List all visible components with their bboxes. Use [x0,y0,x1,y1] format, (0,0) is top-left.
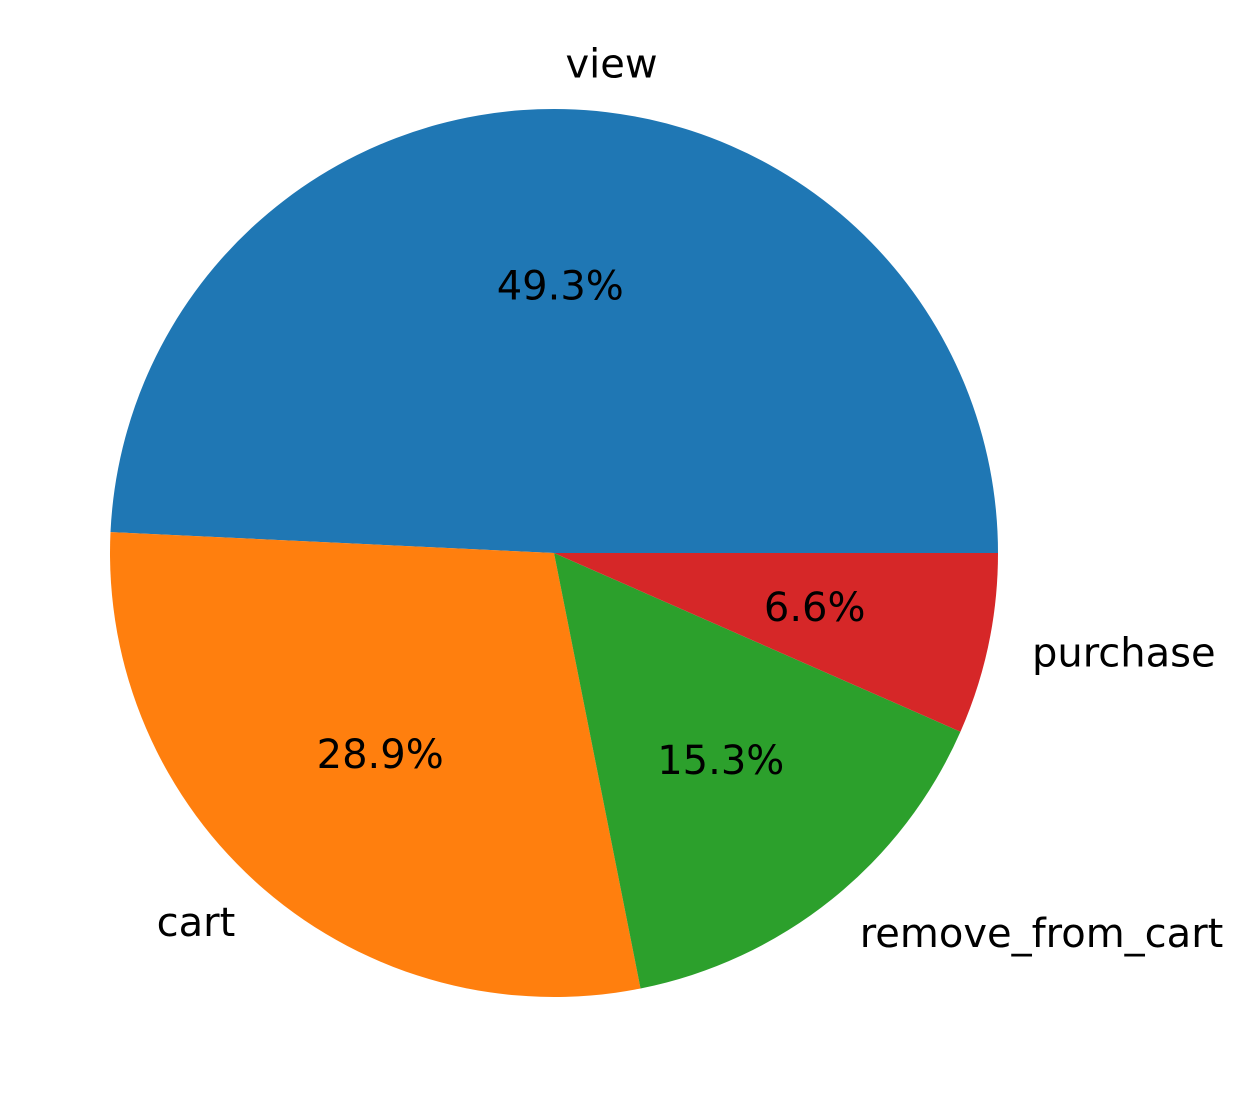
percent-label-remove-from-cart: 15.3% [657,738,784,784]
percent-labels: 49.3% 28.9% 15.3% 6.6% [317,264,866,784]
pie-slices [110,108,999,998]
category-label-purchase: purchase [1032,630,1216,676]
pie-slice-remove-from-cart [554,553,961,989]
category-labels: view cart remove_from_cart purchase [157,42,1224,957]
percent-label-view: 49.3% [497,264,624,310]
pie-slice-cart [110,532,641,998]
percent-label-cart: 28.9% [317,732,444,778]
category-label-cart: cart [157,900,236,946]
category-label-remove-from-cart: remove_from_cart [860,911,1224,957]
pie-slice-purchase [554,553,998,732]
percent-label-purchase: 6.6% [764,585,866,631]
category-label-view: view [565,42,657,88]
pie-slice-view [110,108,999,554]
